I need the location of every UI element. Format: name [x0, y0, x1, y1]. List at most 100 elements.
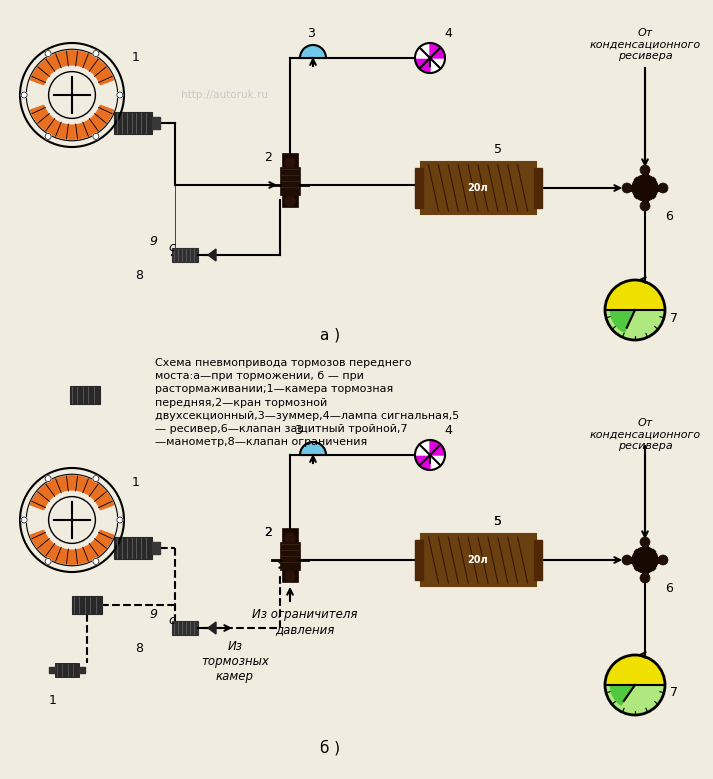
Wedge shape: [415, 43, 430, 58]
Circle shape: [45, 559, 51, 565]
Bar: [55, 663, 79, 677]
Bar: [282, 153, 298, 167]
Text: 4: 4: [444, 27, 452, 40]
Text: 2: 2: [264, 526, 272, 538]
Bar: [72, 596, 102, 614]
Text: 1: 1: [132, 475, 140, 488]
Text: 7: 7: [670, 686, 678, 700]
Bar: [70, 386, 100, 404]
Circle shape: [285, 158, 295, 168]
Text: Из
тормозных
камер: Из тормозных камер: [201, 640, 269, 683]
Wedge shape: [610, 310, 635, 333]
Bar: [280, 542, 300, 570]
Circle shape: [285, 196, 295, 206]
Bar: [282, 528, 298, 542]
Bar: [114, 537, 152, 559]
Text: 4: 4: [444, 424, 452, 437]
Bar: [282, 570, 298, 582]
Text: 3: 3: [294, 424, 302, 437]
Text: 2: 2: [264, 526, 272, 538]
Text: 20л: 20л: [468, 183, 488, 193]
Wedge shape: [300, 442, 326, 455]
Circle shape: [658, 183, 668, 193]
Wedge shape: [300, 45, 326, 58]
Circle shape: [93, 559, 99, 565]
Text: От
конденсационного
ресивера: От конденсационного ресивера: [590, 418, 701, 451]
Bar: [533, 540, 541, 580]
Circle shape: [640, 573, 650, 583]
Polygon shape: [208, 622, 216, 634]
Text: 6: 6: [665, 581, 673, 594]
Text: б ): б ): [320, 740, 340, 756]
Circle shape: [640, 165, 650, 175]
Bar: [280, 167, 300, 195]
Text: 3: 3: [307, 27, 315, 40]
Bar: [282, 195, 298, 207]
Wedge shape: [430, 440, 445, 455]
Bar: [421, 162, 535, 214]
Circle shape: [117, 92, 123, 98]
Circle shape: [640, 201, 650, 211]
Text: 9: 9: [149, 608, 157, 621]
Circle shape: [622, 555, 632, 565]
Text: 20л: 20л: [468, 555, 488, 565]
Bar: [533, 168, 541, 208]
Text: http://autoruk.ru: http://autoruk.ru: [181, 90, 269, 100]
Circle shape: [632, 175, 658, 201]
Text: От
конденсационного
ресивера: От конденсационного ресивера: [590, 28, 701, 62]
Text: 5: 5: [494, 143, 502, 156]
Circle shape: [285, 571, 295, 581]
Wedge shape: [430, 43, 445, 58]
Bar: [414, 540, 423, 580]
Wedge shape: [605, 685, 665, 715]
Wedge shape: [605, 280, 665, 310]
Wedge shape: [605, 310, 665, 340]
Text: 6: 6: [665, 210, 673, 223]
Circle shape: [45, 475, 51, 481]
Polygon shape: [31, 530, 113, 564]
Wedge shape: [430, 58, 445, 73]
Polygon shape: [31, 51, 113, 85]
Bar: [414, 168, 423, 208]
Circle shape: [93, 133, 99, 139]
Bar: [421, 534, 535, 586]
Bar: [49, 667, 55, 673]
Circle shape: [632, 547, 658, 573]
Circle shape: [285, 533, 295, 543]
Circle shape: [45, 51, 51, 57]
Wedge shape: [605, 655, 665, 685]
Wedge shape: [415, 58, 430, 73]
Circle shape: [622, 183, 632, 193]
Text: а ): а ): [320, 327, 340, 343]
Text: c: c: [168, 241, 175, 253]
Text: 7: 7: [670, 312, 678, 325]
Text: 2: 2: [264, 150, 272, 164]
Polygon shape: [31, 105, 113, 139]
Text: 1: 1: [49, 693, 57, 707]
Circle shape: [21, 517, 27, 523]
Circle shape: [117, 517, 123, 523]
Wedge shape: [415, 440, 430, 455]
Circle shape: [93, 51, 99, 57]
Polygon shape: [31, 476, 113, 509]
Text: 8: 8: [135, 641, 143, 654]
Circle shape: [21, 92, 27, 98]
Circle shape: [45, 133, 51, 139]
Text: 5: 5: [494, 515, 502, 528]
Text: 9: 9: [149, 234, 157, 248]
Circle shape: [658, 555, 668, 565]
Bar: [152, 117, 160, 129]
Text: 8: 8: [135, 269, 143, 281]
Bar: [114, 112, 152, 134]
Bar: [152, 542, 160, 554]
Circle shape: [93, 475, 99, 481]
Text: Из ограничителя
давления: Из ограничителя давления: [252, 608, 358, 636]
Bar: [79, 667, 85, 673]
Text: 1: 1: [132, 51, 140, 64]
Circle shape: [640, 537, 650, 547]
Wedge shape: [610, 685, 635, 705]
Text: 5: 5: [494, 515, 502, 528]
Bar: [172, 248, 198, 262]
Wedge shape: [430, 455, 445, 470]
Text: Схема пневмопривода тормозов переднего
моста:а—при торможении, б — при
растормаж: Схема пневмопривода тормозов переднего м…: [155, 358, 459, 447]
